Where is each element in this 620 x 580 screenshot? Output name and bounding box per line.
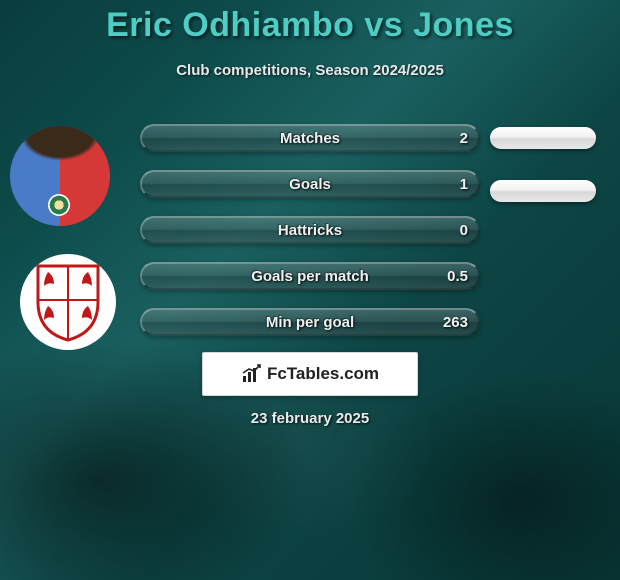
avatar-player-1: [10, 126, 110, 226]
right-value-pill: [490, 180, 596, 202]
stat-label: Goals: [142, 172, 478, 196]
source-logo-text: FcTables.com: [267, 364, 379, 384]
avatar-player-2: [20, 254, 116, 350]
stat-bar: Matches 2: [140, 124, 480, 152]
right-value-pill: [490, 127, 596, 149]
barchart-icon: [241, 363, 263, 385]
stat-left-value: 0.5: [447, 264, 468, 288]
comparison-card: Eric Odhiambo vs Jones Club competitions…: [0, 0, 620, 580]
stat-bar: Goals per match 0.5: [140, 262, 480, 290]
stat-bar: Goals 1: [140, 170, 480, 198]
stat-bar: Min per goal 263: [140, 308, 480, 336]
stat-label: Hattricks: [142, 218, 478, 242]
page-title: Eric Odhiambo vs Jones: [0, 6, 620, 45]
stat-label: Goals per match: [142, 264, 478, 288]
stat-left-value: 263: [443, 310, 468, 334]
source-logo: FcTables.com: [202, 352, 418, 396]
stat-label: Matches: [142, 126, 478, 150]
avatar-player-1-jersey: [10, 126, 110, 226]
club-shield-icon: [34, 262, 102, 342]
stat-left-value: 0: [460, 218, 468, 242]
stat-bars: Matches 2 Goals 1 Hattricks 0 Goals per …: [140, 124, 480, 354]
page-subtitle: Club competitions, Season 2024/2025: [0, 62, 620, 79]
date-label: 23 february 2025: [0, 410, 620, 427]
stat-label: Min per goal: [142, 310, 478, 334]
stat-left-value: 1: [460, 172, 468, 196]
stat-bar: Hattricks 0: [140, 216, 480, 244]
stat-left-value: 2: [460, 126, 468, 150]
